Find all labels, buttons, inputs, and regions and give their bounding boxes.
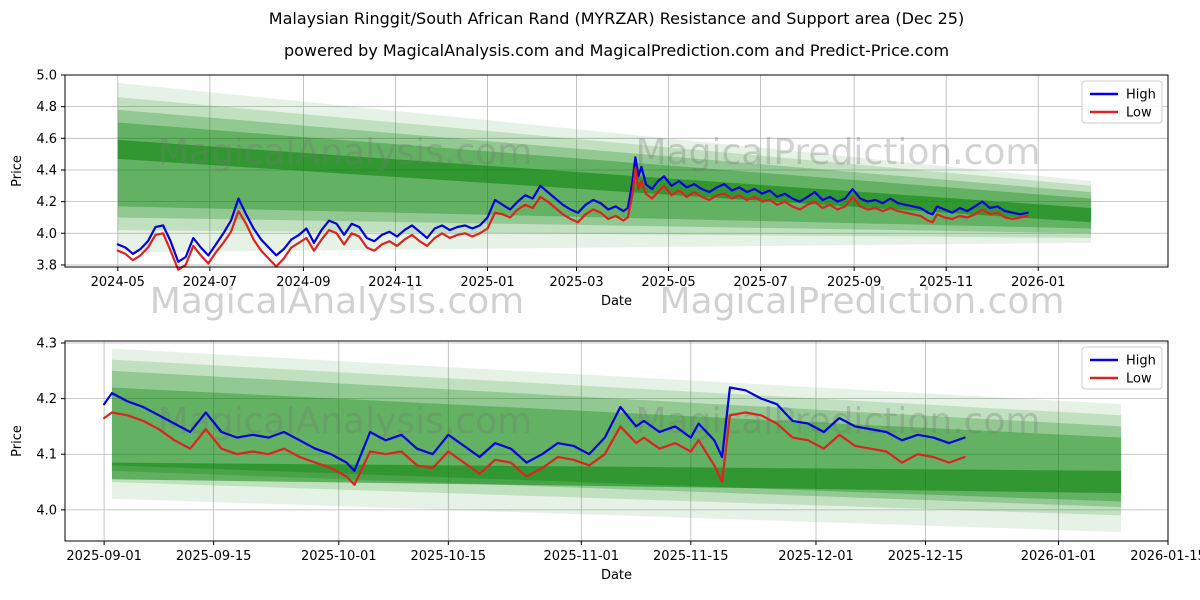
y-tick-label: 4.0 [36, 503, 57, 518]
x-tick-label: 2025-03 [549, 275, 603, 290]
support-resistance-bands [111, 348, 1122, 533]
x-axis: 2025-09-01 2025-09-15 2025-10-01 2025-10-15… [66, 541, 1200, 583]
legend-high-label: High [1126, 88, 1156, 103]
x-tick-label: 2026-01-01 [1021, 549, 1097, 564]
high-line [116, 156, 1029, 263]
y-tick-label: 4.1 [36, 448, 57, 463]
low-line [102, 411, 966, 486]
y-tick-label: 4.3 [36, 337, 57, 352]
band-wedge [111, 462, 1122, 494]
y-tick-label: 4.6 [36, 132, 57, 147]
x-tick-label: 2025-10-15 [411, 549, 487, 564]
watermark-magicalprediction-axis: MagicalPrediction.com [660, 281, 1065, 322]
chart-subtitle: powered by MagicalAnalysis.com and Magic… [283, 41, 950, 60]
x-tick-label: 2024-09 [276, 275, 330, 290]
x-tick-label: 2025-09-15 [176, 549, 252, 564]
x-tick-label: 2025-12-15 [888, 549, 964, 564]
x-axis: 2024-05 2024-07 2024-09 2024-11 2025-01 2025-… [91, 267, 1065, 309]
y-axis: 4.0 4.1 4.2 4.3 Price [10, 337, 65, 518]
y-tick-label: 4.8 [36, 100, 57, 115]
legend-low-label: Low [1126, 372, 1152, 387]
watermark-magicalanalysis-axis: MagicalAnalysis.com [150, 281, 524, 322]
y-tick-label: 3.8 [36, 258, 57, 273]
y-tick-label: 5.0 [36, 69, 57, 84]
x-tick-label: 2025-11-15 [653, 549, 729, 564]
x-tick-label: 2025-01 [460, 275, 514, 290]
watermark-magicalanalysis: MagicalAnalysis.com [158, 132, 532, 173]
legend: High Low [1081, 346, 1163, 390]
y-axis: 3.8 4.0 4.2 4.4 4.6 4.8 5.0 Price [10, 69, 65, 273]
x-axis-title: Date [601, 568, 632, 583]
gridlines [65, 74, 1168, 267]
band-wedge [117, 82, 1092, 253]
legend-low-label: Low [1126, 106, 1152, 121]
x-tick-label: 2025-07 [733, 275, 787, 290]
x-tick-label: 2024-11 [368, 275, 422, 290]
y-tick-label: 4.0 [36, 227, 57, 242]
watermark-magicalanalysis: MagicalAnalysis.com [158, 401, 532, 442]
x-tick-label: 2025-11-01 [544, 549, 620, 564]
y-axis-title: Price [10, 155, 25, 187]
y-tick-label: 4.2 [36, 195, 57, 210]
y-tick-label: 4.2 [36, 392, 57, 407]
x-tick-label: 2025-12-01 [778, 549, 854, 564]
x-tick-label: 2026-01-15 [1130, 549, 1200, 564]
x-tick-label: 2025-09 [827, 275, 881, 290]
legend-high-label: High [1126, 354, 1156, 369]
watermark-magicalprediction: MagicalPrediction.com [636, 132, 1041, 173]
y-axis-title: Price [10, 425, 25, 457]
x-tick-label: 2025-09-01 [66, 549, 142, 564]
x-axis-title: Date [601, 294, 632, 309]
x-tick-label: 2024-05 [91, 275, 145, 290]
bottom-chart: MagicalAnalysis.com MagicalPrediction.com… [10, 337, 1200, 583]
x-tick-label: 2025-05 [641, 275, 695, 290]
top-chart: MagicalAnalysis.com MagicalPrediction.com… [10, 69, 1169, 309]
plot-border [64, 74, 1169, 268]
x-tick-label: 2026-01 [1011, 275, 1065, 290]
x-tick-label: 2025-10-01 [301, 549, 377, 564]
legend: High Low [1081, 80, 1163, 124]
x-tick-label: 2025-11 [919, 275, 973, 290]
high-line [102, 386, 966, 472]
x-tick-label: 2024-07 [183, 275, 237, 290]
plot-border [64, 340, 1169, 542]
chart-title: Malaysian Ringgit/South African Rand (MY… [268, 9, 965, 28]
y-tick-label: 4.4 [36, 163, 57, 178]
low-line [116, 167, 1029, 271]
